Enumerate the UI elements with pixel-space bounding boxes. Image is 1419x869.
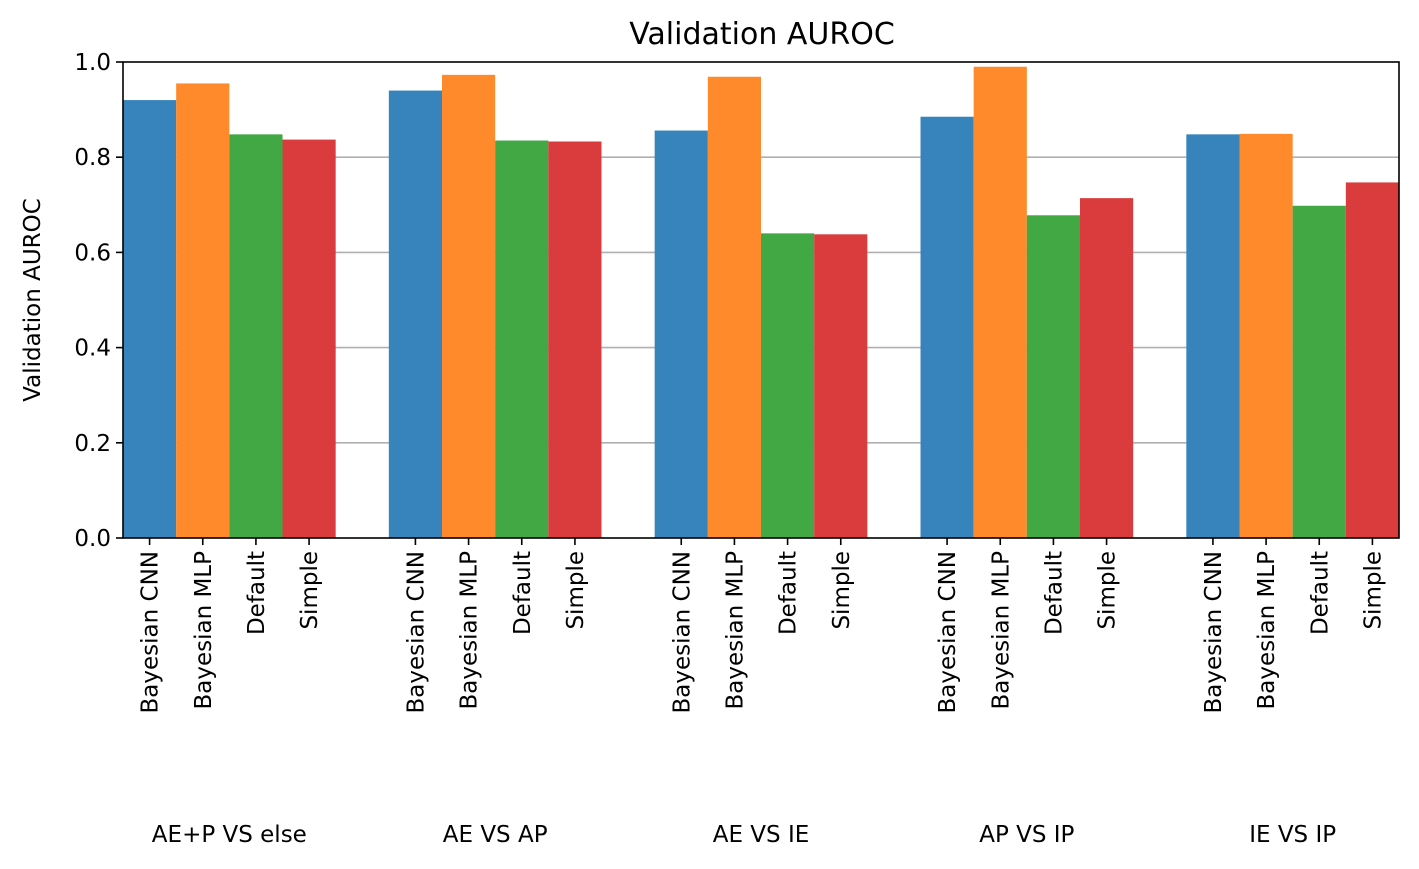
- y-tick-label: 0.0: [74, 526, 111, 552]
- bar: [442, 74, 496, 539]
- bar: [1345, 182, 1399, 539]
- bar: [176, 83, 230, 539]
- x-tick-label: Bayesian MLP: [457, 551, 483, 710]
- x-tick-label: Bayesian MLP: [722, 551, 748, 710]
- y-tick-label: 0.2: [74, 431, 111, 457]
- x-tick-label: Default: [244, 551, 270, 635]
- bar: [1292, 205, 1346, 538]
- group-label: AE+P VS else: [152, 822, 307, 848]
- group-label: AE VS IE: [713, 822, 810, 848]
- bar: [229, 134, 283, 539]
- bar: [1239, 133, 1293, 538]
- x-tick-label: Bayesian CNN: [935, 551, 961, 713]
- y-axis-ticks: 0.0 0.2 0.4 0.6 0.8 1.0: [74, 50, 123, 552]
- y-tick-label: 0.4: [74, 336, 111, 362]
- group-label: IE VS IP: [1249, 822, 1336, 848]
- bar: [973, 66, 1027, 538]
- bar: [1186, 134, 1240, 539]
- x-tick-label: Bayesian CNN: [669, 551, 695, 713]
- x-tick-label: Bayesian CNN: [138, 551, 164, 713]
- x-tick-label: Bayesian MLP: [988, 551, 1014, 710]
- bar: [548, 141, 602, 538]
- x-tick-label: Default: [1307, 551, 1333, 635]
- bar: [707, 76, 761, 539]
- bar: [814, 234, 868, 538]
- chart-title: Validation AUROC: [629, 17, 895, 52]
- bar: [282, 139, 336, 538]
- plot-frame: [122, 61, 1400, 539]
- x-tick-label: Bayesian MLP: [191, 551, 217, 710]
- group-labels: AE+P VS else AE VS AP AE VS IE AP VS IP IE V…: [152, 822, 1336, 848]
- x-tick-label: Simple: [563, 551, 589, 630]
- bar: [123, 100, 177, 538]
- x-tick-label: Bayesian CNN: [1201, 551, 1227, 713]
- y-tick-label: 1.0: [74, 50, 111, 76]
- bar: [1080, 198, 1134, 539]
- bar: [1026, 215, 1080, 538]
- group-label: AE VS AP: [443, 822, 548, 848]
- bars: [123, 66, 1399, 539]
- x-axis-ticks: Bayesian CNN Bayesian MLP Default Simple Bay…: [138, 538, 1386, 713]
- x-tick-label: Simple: [1360, 551, 1386, 630]
- x-tick-label: Simple: [829, 551, 855, 630]
- x-tick-label: Bayesian CNN: [403, 551, 429, 713]
- y-tick-label: 0.8: [74, 145, 111, 171]
- y-tick-label: 0.6: [74, 240, 111, 266]
- bar: [654, 130, 708, 538]
- bar: [920, 116, 974, 539]
- bar: [388, 90, 442, 538]
- x-tick-label: Simple: [1095, 551, 1121, 630]
- group-label: AP VS IP: [979, 822, 1074, 848]
- x-tick-label: Bayesian MLP: [1254, 551, 1280, 710]
- bar: [761, 233, 815, 539]
- x-tick-label: Default: [1041, 551, 1067, 635]
- x-tick-label: Default: [510, 551, 536, 635]
- y-axis-label: Validation AUROC: [20, 198, 46, 402]
- x-tick-label: Simple: [297, 551, 323, 630]
- x-tick-label: Default: [776, 551, 802, 635]
- bar: [495, 140, 549, 539]
